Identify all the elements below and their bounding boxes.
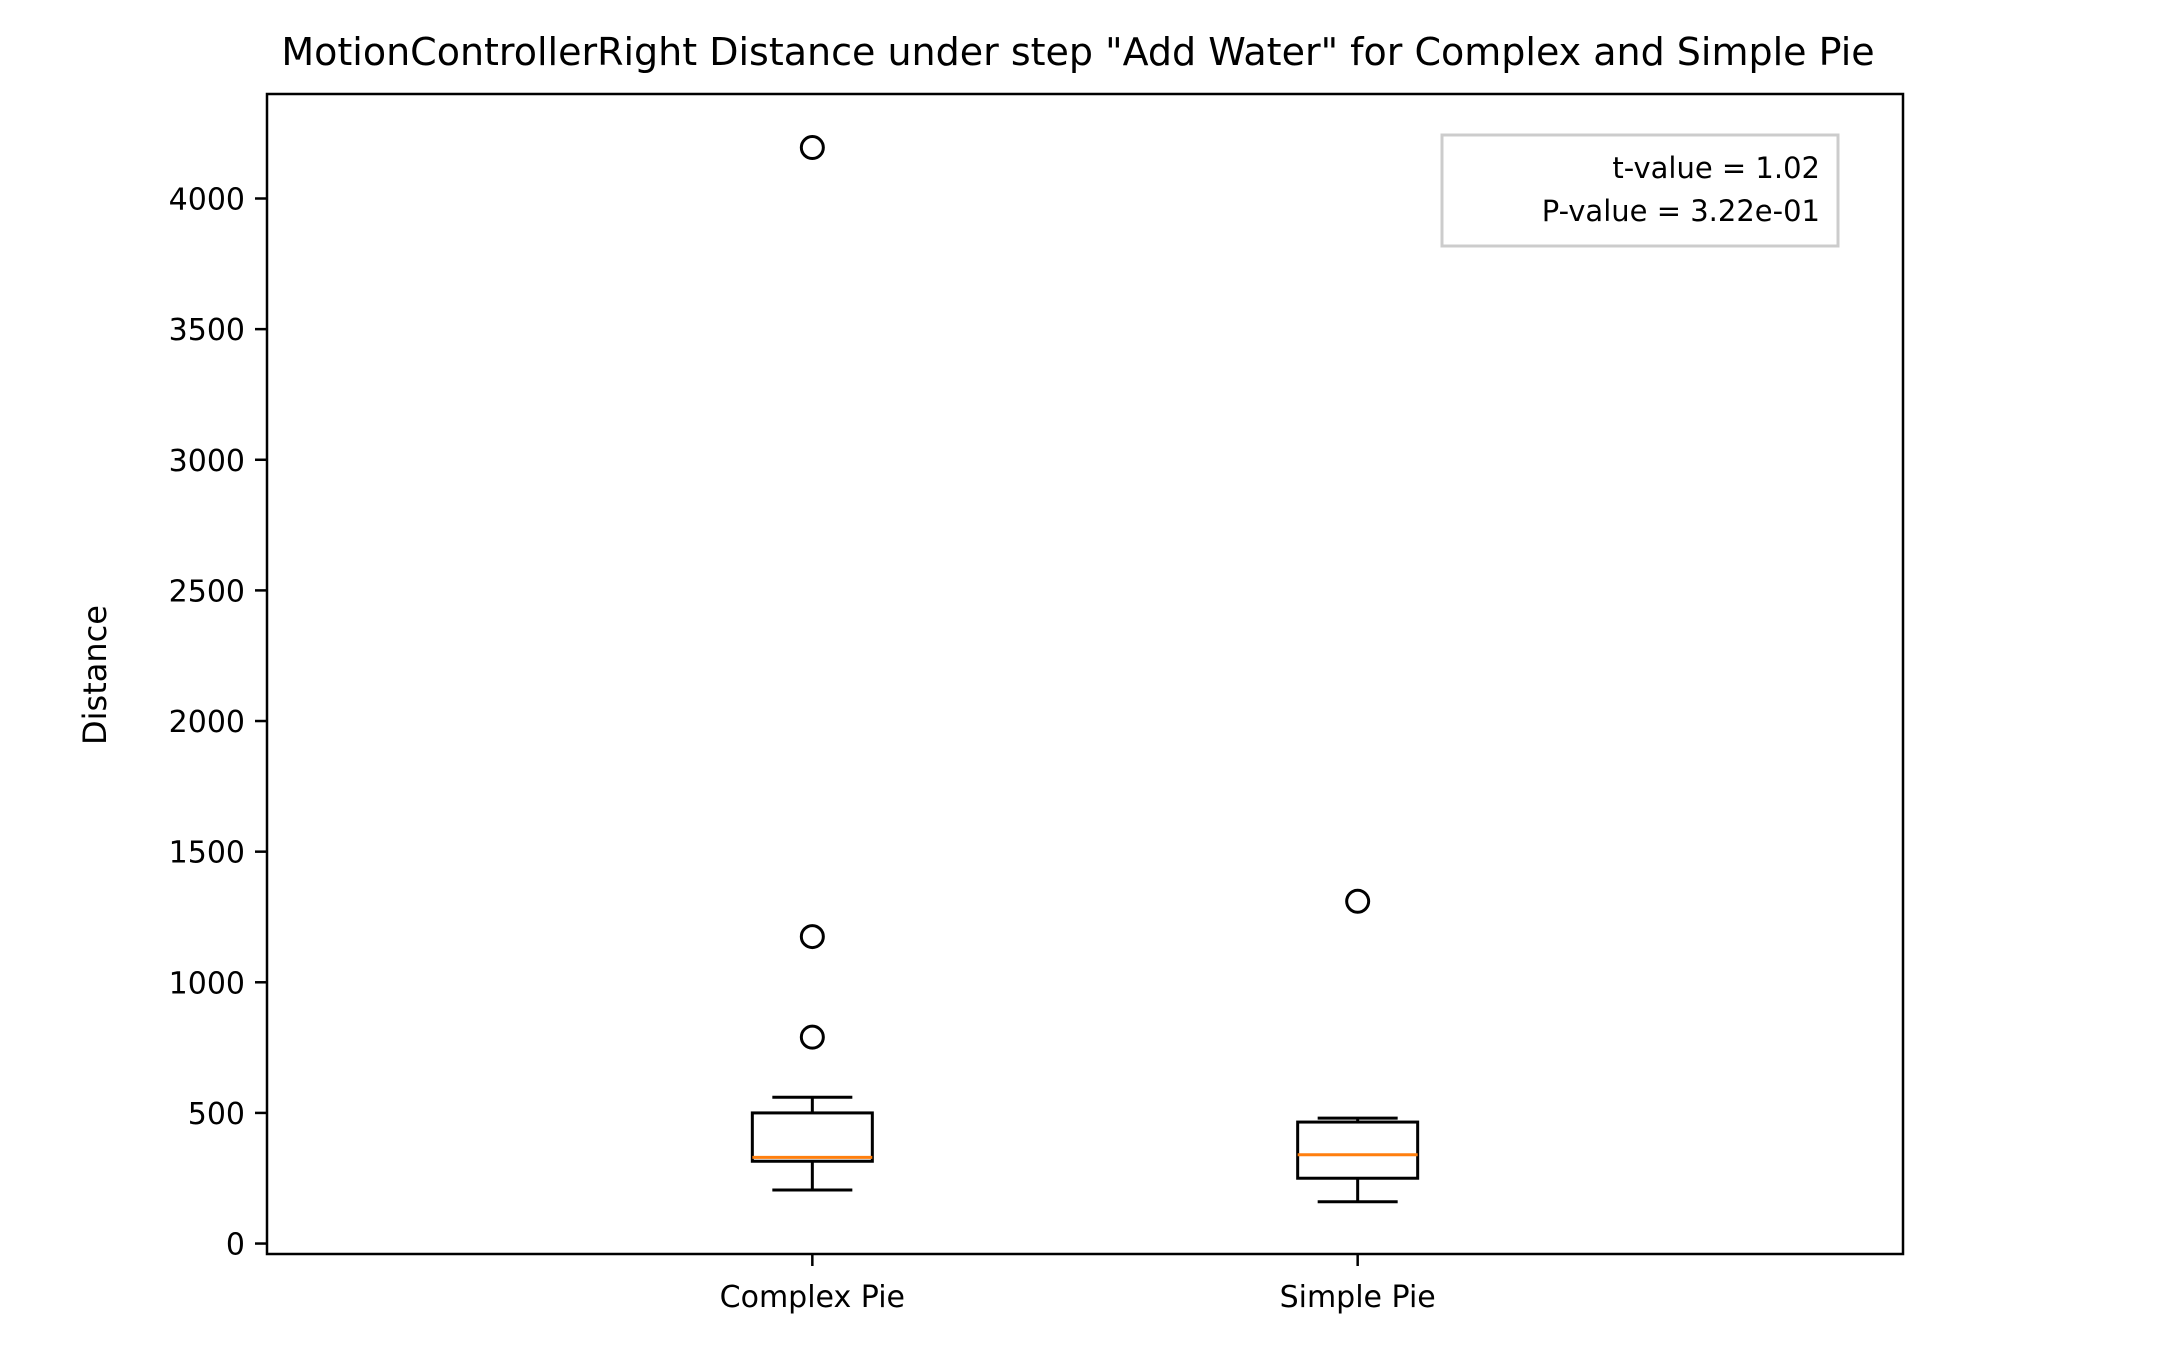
box-group [750, 135, 874, 1192]
box-group [1296, 888, 1420, 1204]
outlier-point [799, 135, 825, 161]
x-tick-label: Simple Pie [1280, 1280, 1436, 1315]
y-tick-label: 3500 [169, 313, 245, 348]
y-tick-label: 4000 [169, 183, 245, 218]
axes-frame [265, 92, 1905, 1256]
x-axis-ticks: Complex Pie Simple Pie [720, 1254, 1436, 1315]
y-tick-label: 3000 [169, 444, 245, 479]
outlier-point [799, 1024, 825, 1050]
y-tick-label: 1000 [169, 966, 245, 1001]
y-tick-label: 2500 [169, 574, 245, 609]
y-tick-label: 2000 [169, 705, 245, 740]
x-tick-label: Complex Pie [720, 1280, 905, 1315]
iqr-box [750, 1111, 874, 1163]
y-tick-label: 0 [226, 1228, 245, 1263]
y-axis-ticks: 0 500 1000 1500 2000 2500 3000 3500 4000 [169, 183, 267, 1263]
outlier-point [799, 924, 825, 950]
stats-legend-box [1440, 133, 1840, 248]
box-marks [750, 135, 1420, 1204]
y-tick-label: 1500 [169, 836, 245, 871]
stats-legend: t-value = 1.02 P-value = 3.22e-01 [1440, 133, 1840, 248]
plot-area [265, 92, 1905, 1256]
t-value-text: t-value = 1.02 [1612, 151, 1820, 185]
y-axis-label: Distance [76, 605, 114, 745]
chart-title: MotionControllerRight Distance under ste… [281, 30, 1874, 74]
outlier-point [1345, 888, 1371, 914]
y-tick-label: 500 [188, 1097, 245, 1132]
p-value-text: P-value = 3.22e-01 [1542, 194, 1820, 228]
iqr-box [1296, 1120, 1420, 1180]
